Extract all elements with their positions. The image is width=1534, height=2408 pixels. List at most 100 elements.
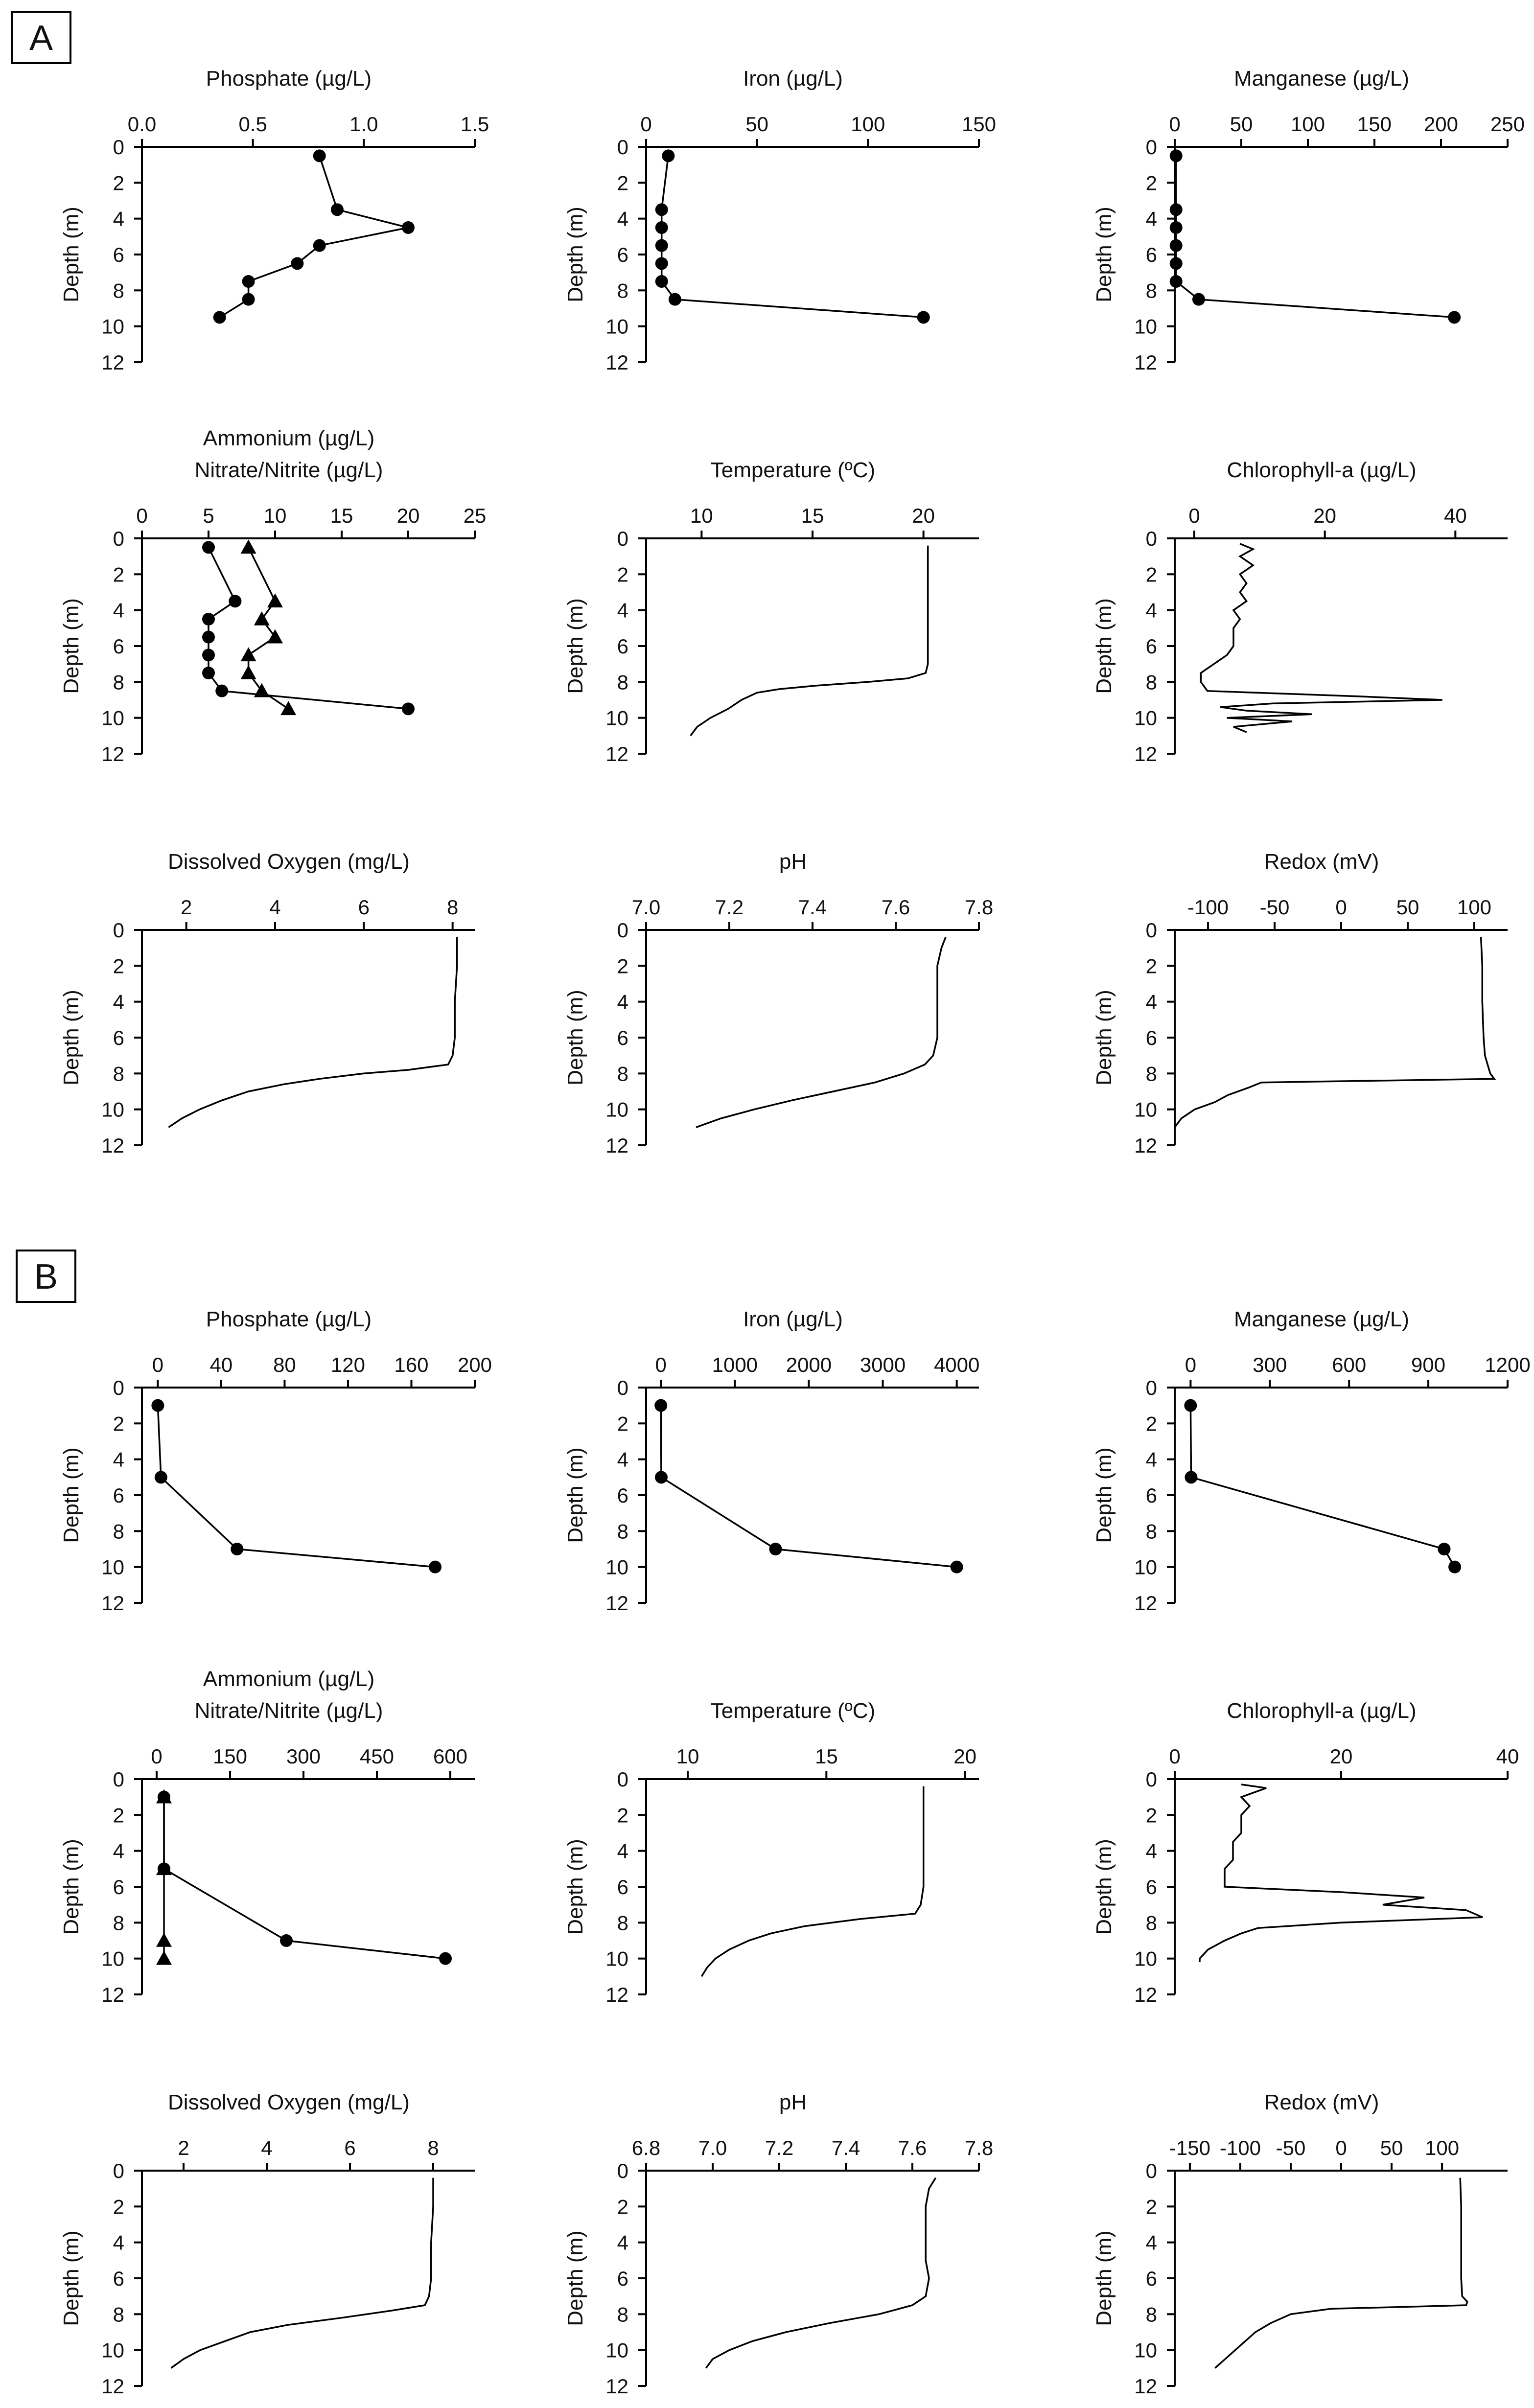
y-tick-label: 4 (1146, 991, 1157, 1014)
data-point (668, 293, 681, 306)
x-tick-label: 0 (655, 1353, 667, 1376)
y-tick-label: 8 (1146, 279, 1157, 302)
x-tick-label: 0.0 (128, 113, 156, 136)
chart-phosphate: Phosphate (µg/L) Depth (m) 0 40 80 120 160 200 0… (59, 1307, 492, 1615)
y-tick-label: 0 (113, 919, 124, 942)
x-tick-label: 10 (264, 504, 287, 527)
chart-title: Phosphate (µg/L) (206, 67, 372, 91)
x-tick-label: 2000 (786, 1353, 832, 1376)
chart-chlorophyll-a: Chlorophyll-a (µg/L) Depth (m) 0 20 40 0 2 4 6 8 1… (1092, 1699, 1519, 2006)
data-point (662, 149, 675, 162)
data-point (1169, 239, 1183, 252)
y-tick-label: 4 (617, 599, 628, 622)
y-axis-label: Depth (m) (563, 1447, 587, 1543)
data-point (654, 1471, 668, 1484)
y-tick-label: 4 (1146, 1448, 1157, 1471)
y-axis-label: Depth (m) (563, 1839, 587, 1935)
chart-ammonium: Ammonium (µg/L) Nitrate/Nitrite (µg/L) Dep… (59, 426, 486, 765)
chart-title-secondary: Nitrate/Nitrite (µg/L) (195, 1699, 383, 1723)
data-point (313, 149, 326, 162)
series-line-iron (660, 1405, 957, 1568)
y-tick-label: 6 (1146, 1875, 1157, 1899)
x-tick-label: 7.0 (698, 2136, 727, 2159)
y-tick-label: 6 (113, 1875, 124, 1899)
x-tick-label: 7.8 (965, 2136, 993, 2159)
data-point (655, 257, 668, 270)
y-tick-label: 0 (617, 1768, 628, 1791)
y-tick-label: 0 (113, 1376, 124, 1399)
y-tick-label: 0 (1146, 2159, 1157, 2182)
y-tick-label: 12 (1134, 1983, 1157, 2006)
x-tick-label: -50 (1276, 2136, 1306, 2159)
x-tick-label: 0 (1335, 2136, 1347, 2159)
y-tick-label: 8 (1146, 671, 1157, 694)
data-point (655, 203, 668, 216)
x-tick-label: -100 (1187, 896, 1229, 919)
y-tick-label: 6 (113, 635, 124, 658)
x-tick-label: 40 (1444, 504, 1467, 527)
chart-title: Iron (µg/L) (743, 67, 843, 91)
y-tick-label: 4 (617, 208, 628, 231)
chart-title: pH (779, 2090, 807, 2114)
x-tick-label: 150 (213, 1745, 247, 1768)
x-tick-label: 8 (427, 2136, 439, 2159)
x-tick-label: 160 (394, 1353, 428, 1376)
x-tick-label: 5 (203, 504, 214, 527)
y-tick-label: 8 (1146, 1062, 1157, 1085)
x-tick-label: 8 (447, 896, 458, 919)
x-tick-label: 100 (1425, 2136, 1459, 2159)
x-tick-label: 50 (1230, 113, 1253, 136)
y-tick-label: 12 (1134, 1134, 1157, 1157)
x-tick-label: 1000 (712, 1353, 758, 1376)
data-point (202, 630, 215, 644)
chart-title: Dissolved Oxygen (mg/L) (168, 2090, 410, 2114)
y-tick-label: 4 (617, 2231, 628, 2254)
y-tick-label: 10 (605, 1556, 628, 1579)
x-tick-label: 0 (1169, 113, 1180, 136)
y-tick-label: 2 (617, 1412, 628, 1435)
y-tick-label: 12 (1134, 2375, 1157, 2398)
x-tick-label: 2 (181, 896, 192, 919)
y-tick-label: 10 (605, 707, 628, 730)
y-tick-label: 4 (1146, 1840, 1157, 1863)
data-point-triangle (240, 665, 256, 679)
series-line-ammonium (163, 1797, 446, 1960)
data-point (229, 595, 242, 608)
chart-temperature: Temperature (ºC) Depth (m) 10 15 20 0 2 4 6 8 10 12 (563, 1699, 979, 2006)
chart-title: Dissolved Oxygen (mg/L) (168, 850, 410, 874)
x-tick-label: 100 (851, 113, 885, 136)
x-tick-label: 1.5 (461, 113, 489, 136)
y-tick-label: 12 (101, 1592, 124, 1615)
data-point (1438, 1543, 1451, 1555)
y-tick-label: 2 (617, 954, 628, 977)
y-axis-label: Depth (m) (1092, 990, 1116, 1086)
data-point (202, 613, 215, 625)
x-tick-label: 25 (464, 504, 487, 527)
data-point (917, 311, 930, 324)
series-line-dissolved-oxygen (170, 2177, 434, 2369)
series-line-manganese (1189, 1405, 1456, 1568)
y-tick-label: 0 (113, 1768, 124, 1791)
chart-title: Redox (mV) (1264, 2090, 1379, 2114)
x-tick-label: 200 (458, 1353, 492, 1376)
y-tick-label: 6 (617, 2267, 628, 2290)
y-tick-label: 2 (1146, 1804, 1157, 1827)
y-tick-label: 2 (617, 171, 628, 194)
y-axis-label: Depth (m) (59, 1839, 83, 1935)
y-tick-label: 6 (1146, 635, 1157, 658)
panel-label-box (11, 11, 71, 64)
data-point (1184, 1399, 1197, 1412)
y-axis-label: Depth (m) (59, 2230, 83, 2326)
chart-title: Chlorophyll-a (µg/L) (1227, 458, 1416, 482)
chart-title: Temperature (ºC) (711, 1699, 875, 1723)
data-point (439, 1952, 452, 1965)
x-tick-label: -150 (1169, 2136, 1210, 2159)
series-line-ph (705, 2177, 937, 2369)
x-tick-label: 0 (152, 1353, 163, 1376)
y-tick-label: 8 (617, 1062, 628, 1085)
data-point-triangle (156, 1933, 172, 1947)
x-tick-label: 6.8 (632, 2136, 660, 2159)
x-tick-label: 20 (953, 1745, 976, 1768)
y-tick-label: 4 (617, 1448, 628, 1471)
